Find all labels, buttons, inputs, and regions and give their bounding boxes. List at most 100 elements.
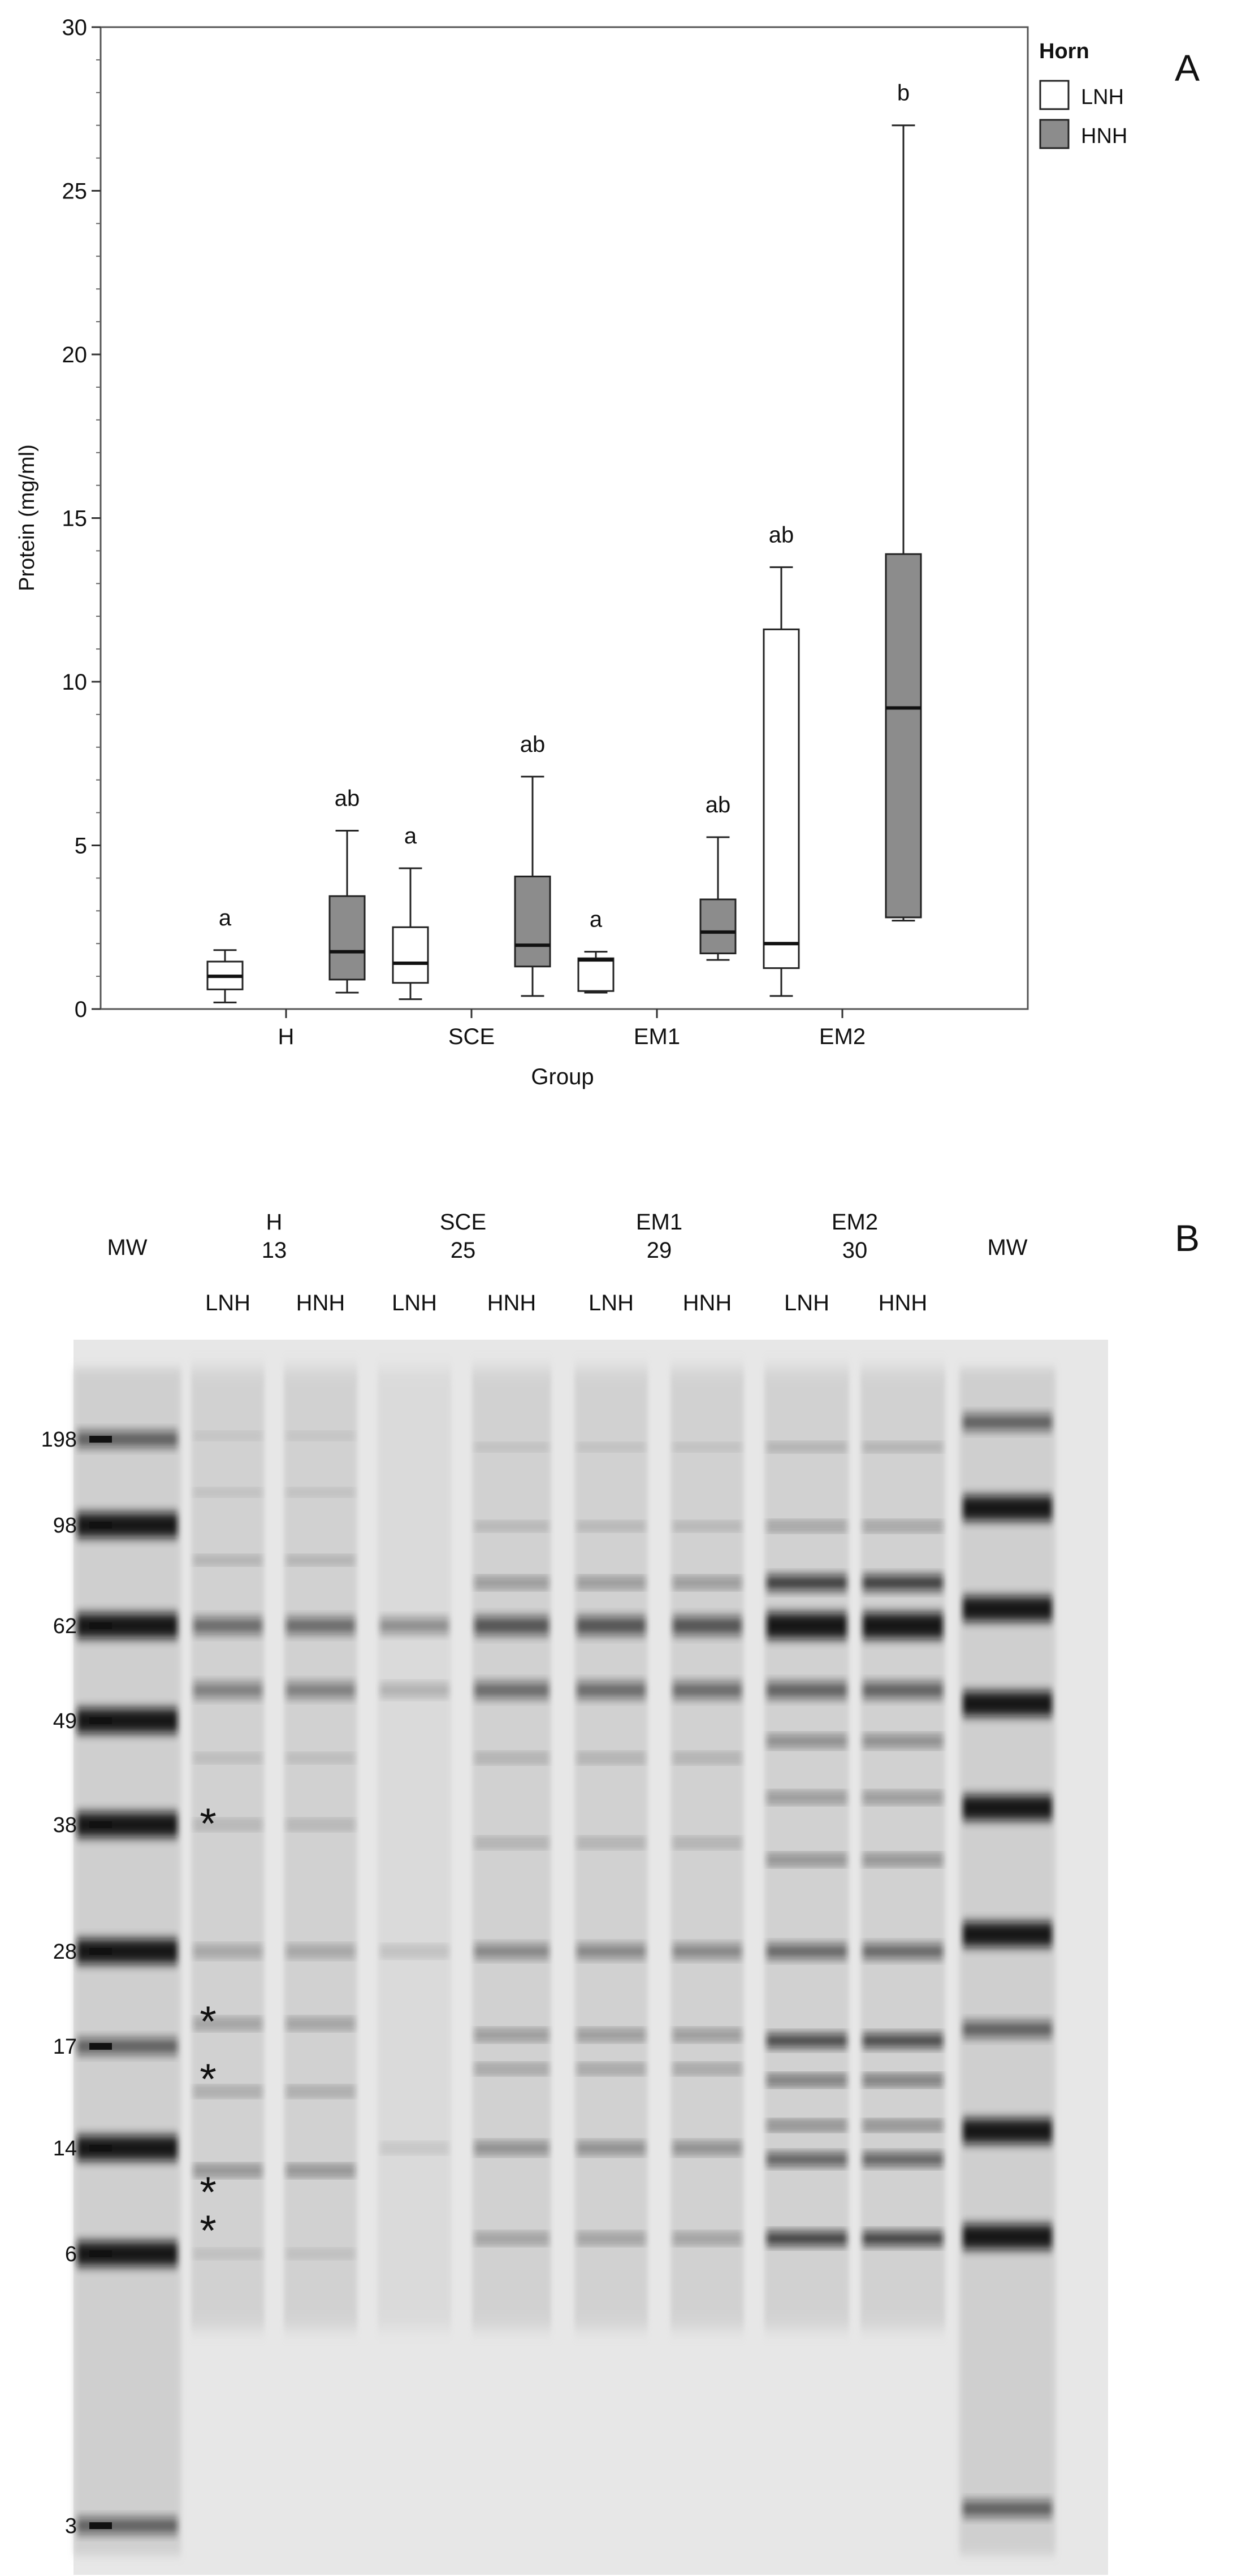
lane-smear (472, 1368, 551, 2329)
sample-band (286, 2166, 355, 2175)
gel-lane-9 (959, 1368, 1055, 2555)
marker-band-38 (963, 1795, 1052, 1820)
box-iqr (699, 898, 737, 955)
gel-lane-7 (764, 1368, 849, 2329)
sample-band (863, 2076, 943, 2085)
significance-letter: ab (520, 732, 546, 757)
box-series: a a a ab ab ab ab b (206, 81, 922, 1003)
lane-label-4: HNH (487, 1291, 537, 1315)
marker-size-label-198: 198 (41, 1428, 77, 1452)
sample-band (673, 1617, 742, 1635)
group-name-em1: EM1 (636, 1210, 682, 1235)
gel-lane-5 (574, 1368, 648, 2329)
box-iqr (577, 957, 615, 992)
y-tick-label-0: 0 (75, 997, 87, 1022)
sample-band (863, 2154, 943, 2165)
lane-label-7: LNH (784, 1291, 829, 1315)
marker-size-label-98: 98 (53, 1514, 77, 1538)
marker-band-49 (963, 1691, 1052, 1716)
sample-band (577, 2234, 646, 2243)
sample-band (474, 1523, 549, 1530)
lane-smear (764, 1368, 849, 2329)
box-hnh-sce: ab (514, 732, 551, 997)
lane-headers: H 13 SCE 25 EM1 29 EM2 30 MW LNH HNH LNH HNH LNH HNH LN… (107, 1210, 1027, 1315)
sample-band (673, 2143, 742, 2153)
lane-label-2: HNH (296, 1291, 345, 1315)
marker-ticks: 198 98 62 49 38 28 17 14 6 3 (41, 1428, 112, 2538)
marker-size-label-28: 28 (53, 1940, 77, 1964)
significance-letter: b (897, 81, 910, 106)
group-name-em2: EM2 (832, 1210, 878, 1235)
sample-band (474, 1682, 549, 1698)
marker-size-label-17: 17 (53, 2035, 77, 2059)
box-lnh-sce: a (392, 824, 429, 1001)
marker-tick-17 (89, 2043, 112, 2050)
sample-band (767, 1682, 847, 1698)
sample-band (193, 1683, 262, 1698)
sample-band (863, 1855, 943, 1864)
marker-band-14 (963, 2119, 1052, 2144)
sample-band (193, 2166, 262, 2175)
sample-band (863, 2232, 943, 2245)
box-lnh-em1: a (577, 907, 615, 994)
sample-band (673, 1523, 742, 1530)
group-n-sce: 25 (451, 1238, 476, 1263)
gel-lane-4 (472, 1368, 551, 2329)
sample-band (193, 1821, 262, 1829)
sample-band (286, 1755, 355, 1761)
y-tick-label-5: 5 (75, 834, 87, 859)
sample-band (474, 1444, 549, 1450)
sample-band (577, 1523, 646, 1530)
sample-band (577, 1578, 646, 1587)
sample-band (767, 1522, 847, 1530)
sample-band (673, 1839, 742, 1847)
group-n-em1: 29 (647, 1238, 672, 1263)
marker-tick-198 (89, 1436, 112, 1443)
sample-band (577, 1617, 646, 1635)
marker-tick-98 (89, 1522, 112, 1529)
marker-tick-38 (89, 1821, 112, 1828)
significance-letter: a (590, 907, 603, 932)
legend-label-lnh: LNH (1081, 85, 1124, 109)
sample-band (474, 1945, 549, 1958)
gel-lane-2 (284, 1368, 357, 2329)
sample-band (767, 2034, 847, 2047)
panel-label-a: A (1175, 47, 1200, 89)
gel-lane-3 (378, 1368, 451, 2329)
sample-band (673, 1945, 742, 1958)
y-tick-label-10: 10 (62, 670, 88, 695)
lane-smear (378, 1368, 451, 2329)
sample-band (863, 1682, 943, 1698)
sample-band (863, 1793, 943, 1802)
sample-band (193, 1946, 262, 1956)
x-tick-label-em2: EM2 (819, 1024, 866, 1049)
y-tick-label-15: 15 (62, 506, 88, 531)
legend-title: Horn (1039, 40, 1089, 63)
asterisk-2: * (200, 2055, 217, 2103)
sample-band (863, 1736, 943, 1746)
x-axis: H SCE EM1 EM2 (278, 1009, 866, 1049)
box-hnh-em2: b (885, 81, 922, 922)
gel-lanes (73, 1368, 1055, 2555)
sample-band (380, 1618, 449, 1633)
marker-band-98 (963, 1496, 1052, 1521)
lane-label-8: HNH (879, 1291, 928, 1315)
gel-lane-6 (670, 1368, 744, 2329)
asterisk-4: * (200, 2207, 217, 2255)
lane-label-0: MW (107, 1235, 147, 1260)
gel-lane-8 (860, 1368, 945, 2329)
sample-band (286, 2250, 355, 2257)
sample-band (286, 1557, 355, 1564)
lane-smear (860, 1368, 945, 2329)
sample-band (286, 1821, 355, 1829)
lane-smear (284, 1368, 357, 2329)
sample-band (474, 1839, 549, 1847)
marker-size-label-49: 49 (53, 1709, 77, 1733)
sample-band (380, 1685, 449, 1696)
sample-band (767, 1793, 847, 1802)
significance-letter: ab (769, 522, 794, 547)
sample-band (193, 1557, 262, 1564)
sample-band (767, 2122, 847, 2129)
sample-band (193, 2250, 262, 2257)
